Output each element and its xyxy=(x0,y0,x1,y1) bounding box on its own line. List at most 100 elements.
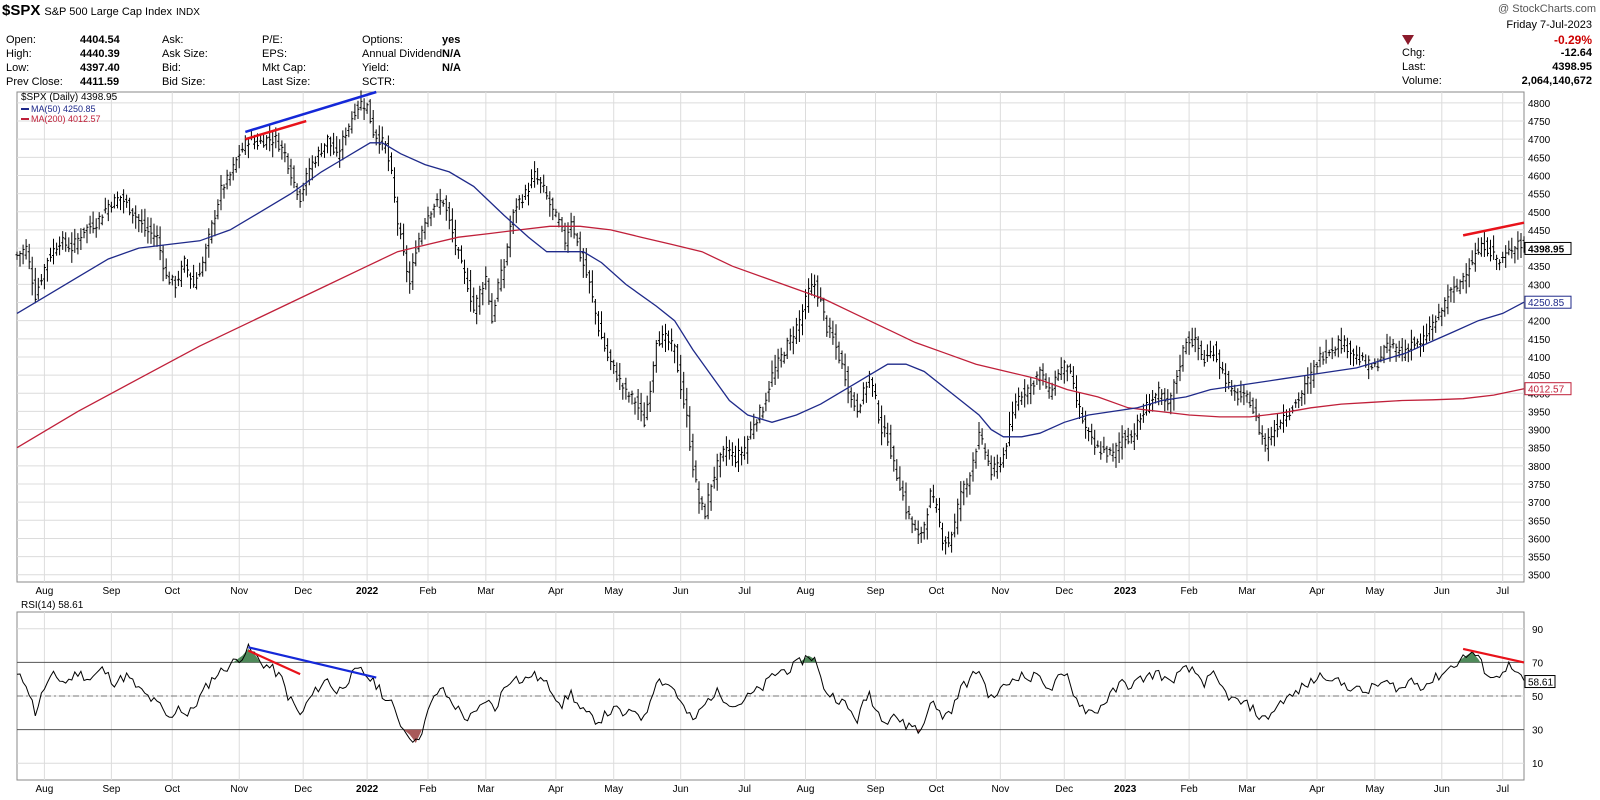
x-tick-label: Apr xyxy=(548,586,564,597)
x-tick-label: Feb xyxy=(419,586,437,597)
quote-value: 4397.40 xyxy=(80,62,120,74)
price-tick-label: 3900 xyxy=(1528,426,1551,437)
quote-value: N/A xyxy=(442,48,461,60)
x-tick-label: Mar xyxy=(1238,586,1256,597)
x-tick-label: 2022 xyxy=(356,586,379,597)
x-tick-label: Nov xyxy=(991,586,1009,597)
quote-block-ohlc: Open: 4404.54 High: 4440.39 Low: 4397.40 Prev … xyxy=(6,34,156,94)
quote-label: Prev Close: xyxy=(6,76,63,88)
last-value: 4398.95 xyxy=(1552,61,1592,73)
rsi-x-tick-label: Nov xyxy=(991,784,1009,795)
rsi-x-tick-label: Aug xyxy=(797,784,815,795)
rsi-x-tick-label: Jun xyxy=(1434,784,1450,795)
price-tick-label: 4150 xyxy=(1528,335,1551,346)
rsi-tick-label: 90 xyxy=(1532,625,1544,636)
price-grid xyxy=(16,91,1525,583)
rsi-x-tick-label: Sep xyxy=(867,784,885,795)
rsi-tick-label: 10 xyxy=(1532,759,1544,770)
change-percent: -0.29% xyxy=(1553,33,1592,47)
chg-value: -12.64 xyxy=(1560,47,1592,59)
x-tick-label: May xyxy=(604,586,623,597)
rsi-oversold-fill xyxy=(403,729,922,743)
x-tick-label: Jul xyxy=(1496,586,1509,597)
price-value-label: 4012.57 xyxy=(1528,385,1565,396)
ohlc-ticks xyxy=(15,100,1526,546)
quote-date: Friday 7-Jul-2023 xyxy=(1506,19,1592,31)
x-tick-label: Aug xyxy=(797,586,815,597)
quote-label: Last Size: xyxy=(262,76,311,88)
rsi-tick-label: 70 xyxy=(1532,658,1544,669)
last-label: Last: xyxy=(1402,61,1426,73)
x-tick-label: Mar xyxy=(477,586,495,597)
price-tick-label: 3550 xyxy=(1528,553,1551,564)
chart-labels: 3500 3550 3600 3650 3700 3750 3800 3850 3900 3950… xyxy=(21,92,1572,795)
legend-label: MA(200) 4012.57 xyxy=(31,114,101,124)
rsi-x-tick-label: May xyxy=(1365,784,1384,795)
quote-label: Ask Size: xyxy=(162,48,208,60)
quote-label: SCTR: xyxy=(362,76,395,88)
chg-label: Chg: xyxy=(1402,47,1426,59)
price-panel-frame xyxy=(16,91,1525,583)
rsi-value-label: 58.61 xyxy=(1528,678,1553,689)
price-tick-label: 4050 xyxy=(1528,371,1551,382)
rsi-value-box xyxy=(1524,675,1556,689)
x-tick-label: Jun xyxy=(1434,586,1450,597)
quote-block-bid-ask: Ask: Ask Size: Bid: Bid Size: xyxy=(162,34,262,94)
quote-label: High: xyxy=(6,48,32,60)
rsi-x-tick-label: Dec xyxy=(1055,784,1073,795)
quote-label: EPS: xyxy=(262,48,288,60)
rsi-tick-label: 50 xyxy=(1532,692,1544,703)
price-tick-label: 3500 xyxy=(1528,571,1551,582)
x-tick-label: Dec xyxy=(294,586,312,597)
price-tick-label: 4500 xyxy=(1528,208,1551,219)
quote-value: 4404.54 xyxy=(80,34,120,46)
x-tick-label: May xyxy=(1365,586,1384,597)
x-tick-label: Oct xyxy=(929,586,945,597)
price-value-box xyxy=(1524,382,1572,396)
symbol-description: S&P 500 Large Cap Index xyxy=(44,6,172,18)
rsi-x-tick-label: Jul xyxy=(738,784,751,795)
price-value-label: 4250.85 xyxy=(1528,298,1565,309)
price-tick-label: 4800 xyxy=(1528,99,1551,110)
quote-block-dividend: Options: yes Annual Dividend: N/A Yield: N/A S… xyxy=(362,34,522,94)
x-tick-label: Apr xyxy=(1309,586,1325,597)
price-tick-label: 4550 xyxy=(1528,190,1551,201)
rsi-red-trendline xyxy=(247,649,301,676)
x-tick-label: Oct xyxy=(164,586,180,597)
price-tick-label: 4100 xyxy=(1528,353,1551,364)
volume-label: Volume: xyxy=(1402,75,1442,87)
red-trendline xyxy=(244,119,307,141)
ma200-line xyxy=(16,225,1525,449)
rsi-x-tick-label: Sep xyxy=(102,784,120,795)
quote-label: Annual Dividend: xyxy=(362,48,446,60)
quote-value: 4411.59 xyxy=(80,76,120,88)
price-tick-label: 4300 xyxy=(1528,280,1551,291)
price-tick-label: 4450 xyxy=(1528,226,1551,237)
rsi-x-tick-label: Mar xyxy=(477,784,495,795)
quote-block-fundamentals: P/E: EPS: Mkt Cap: Last Size: xyxy=(262,34,362,94)
quote-label: P/E: xyxy=(262,34,283,46)
price-panel-title: $SPX (Daily) 4398.95 xyxy=(21,92,118,103)
quote-label: Yield: xyxy=(362,62,390,74)
brand[interactable]: @ StockCharts.com xyxy=(1498,3,1596,15)
ohlc-bars xyxy=(16,90,1525,555)
x-tick-label: Sep xyxy=(867,586,885,597)
price-tick-label: 3800 xyxy=(1528,462,1551,473)
rsi-x-tick-label: Aug xyxy=(36,784,54,795)
rsi-x-tick-label: Oct xyxy=(929,784,945,795)
price-tick-label: 3750 xyxy=(1528,480,1551,491)
price-tick-label: 3600 xyxy=(1528,534,1551,545)
price-tick-label: 3700 xyxy=(1528,498,1551,509)
rsi-x-tick-label: May xyxy=(604,784,623,795)
volume-value: 2,064,140,672 xyxy=(1521,75,1592,87)
price-value-label: 4398.95 xyxy=(1528,244,1565,255)
price-tick-label: 3650 xyxy=(1528,516,1551,527)
x-tick-label: Nov xyxy=(230,586,248,597)
rsi-tick-label: 30 xyxy=(1532,726,1544,737)
quote-label: Open: xyxy=(6,34,36,46)
rsi-x-tick-label: Apr xyxy=(548,784,564,795)
price-tick-label: 4700 xyxy=(1528,135,1551,146)
rsi-x-tick-label: Jun xyxy=(673,784,689,795)
rsi-x-tick-label: Feb xyxy=(419,784,437,795)
